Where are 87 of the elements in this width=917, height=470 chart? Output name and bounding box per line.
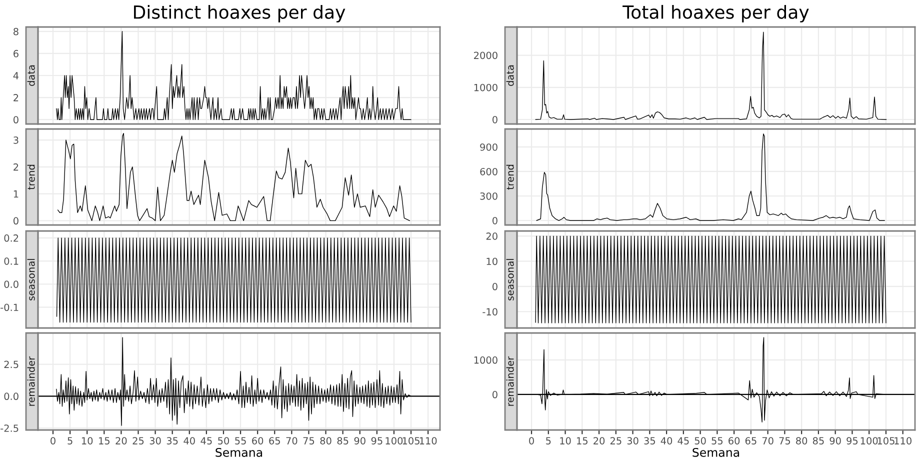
- y-axis-title: data: [506, 65, 514, 86]
- y-tick-label: 10: [486, 258, 498, 266]
- x-tick-label: 105: [878, 437, 894, 444]
- y-tick-label: 0: [14, 217, 18, 225]
- y-tick-label: 0: [492, 216, 498, 224]
- x-tick-label: 45: [678, 437, 689, 444]
- x-tick-label: 60: [252, 437, 264, 444]
- x-axis-title: Semana: [692, 448, 740, 457]
- y-tick-label: 20: [486, 232, 498, 240]
- x-tick-label: 75: [779, 437, 790, 444]
- x-tick-label: 90: [354, 437, 366, 444]
- x-tick-label: 60: [728, 437, 740, 444]
- y-axis-title: trend: [27, 164, 35, 190]
- y-tick-label: 3: [14, 136, 18, 144]
- y-tick-label: 2000: [474, 52, 498, 60]
- x-tick-label: 95: [846, 437, 858, 444]
- x-tick-label: 70: [286, 437, 298, 444]
- y-tick-label: 0: [14, 116, 18, 124]
- y-tick-label: 2: [14, 163, 18, 171]
- y-tick-label: 0.2: [4, 234, 18, 242]
- y-tick-label: 0.0: [4, 392, 18, 400]
- y-tick-label: 0: [492, 390, 498, 398]
- x-tick-label: 50: [218, 437, 230, 444]
- x-tick-label: 5: [546, 437, 551, 444]
- y-tick-label: -10: [482, 308, 498, 316]
- x-tick-label: 50: [694, 437, 706, 444]
- chart-title: Total hoaxes per day: [622, 4, 809, 22]
- y-tick-label: 6: [14, 50, 18, 58]
- y-tick-label: 600: [480, 168, 498, 176]
- x-tick-label: 65: [269, 437, 280, 444]
- x-tick-label: 20: [116, 437, 127, 444]
- x-tick-label: 15: [99, 437, 110, 444]
- x-tick-label: 55: [712, 437, 723, 444]
- y-tick-label: 8: [14, 28, 18, 36]
- y-tick-label: 2.5: [4, 360, 18, 368]
- y-axis-title: trend: [506, 164, 514, 190]
- x-tick-label: 40: [184, 437, 195, 444]
- y-tick-label: 1000: [474, 356, 498, 364]
- x-tick-label: 40: [660, 437, 672, 444]
- x-tick-label: 75: [303, 437, 314, 444]
- y-tick-label: 0: [492, 116, 498, 124]
- y-tick-label: 0.0: [4, 280, 18, 288]
- y-tick-label: 4: [13, 72, 19, 80]
- x-tick-label: 0: [50, 437, 56, 444]
- x-axis-title: Semana: [216, 448, 262, 457]
- y-tick-label: 1: [14, 190, 18, 198]
- y-tick-label: 2: [14, 94, 18, 102]
- x-tick-label: 35: [644, 437, 656, 444]
- x-tick-label: 95: [371, 437, 382, 444]
- y-tick-label: 300: [480, 192, 498, 200]
- x-tick-label: 105: [402, 437, 420, 444]
- y-axis-title: seasonal: [27, 258, 35, 300]
- x-tick-label: 0: [529, 437, 534, 444]
- x-tick-label: 20: [594, 437, 605, 444]
- x-tick-label: 10: [560, 437, 571, 444]
- x-tick-label: 70: [762, 437, 774, 444]
- x-tick-label: 30: [150, 437, 161, 444]
- y-axis-title: remainder: [27, 356, 35, 406]
- x-tick-label: 65: [745, 437, 756, 444]
- y-tick-label: -0.1: [0, 304, 18, 312]
- y-tick-label: 900: [480, 143, 498, 151]
- x-tick-label: 80: [796, 437, 808, 444]
- x-tick-label: 30: [627, 437, 638, 444]
- x-tick-label: 85: [812, 437, 824, 444]
- chart-title: Distinct hoaxes per day: [134, 4, 346, 22]
- x-tick-label: 110: [894, 437, 912, 444]
- x-tick-label: 45: [200, 437, 212, 444]
- y-axis-title: data: [27, 65, 35, 86]
- x-tick-label: 15: [577, 437, 588, 444]
- y-axis-title: seasonal: [506, 258, 514, 300]
- x-tick-label: 90: [830, 437, 841, 444]
- y-tick-label: -2.5: [0, 424, 18, 432]
- x-tick-label: 5: [68, 437, 72, 444]
- x-tick-label: 25: [610, 437, 622, 444]
- y-tick-label: 0.1: [4, 258, 18, 265]
- x-tick-label: 85: [337, 437, 348, 444]
- y-tick-label: 1000: [474, 84, 498, 92]
- x-tick-label: 80: [320, 437, 332, 444]
- y-tick-label: 0: [492, 282, 498, 290]
- x-tick-label: 55: [235, 437, 246, 444]
- x-tick-label: 35: [166, 437, 178, 444]
- x-tick-label: 110: [420, 437, 437, 444]
- x-tick-label: 10: [82, 437, 93, 444]
- x-tick-label: 25: [132, 437, 144, 444]
- y-axis-title: remainder: [506, 356, 514, 406]
- x-tick-label: 100: [860, 437, 878, 444]
- x-tick-label: 100: [386, 437, 403, 444]
